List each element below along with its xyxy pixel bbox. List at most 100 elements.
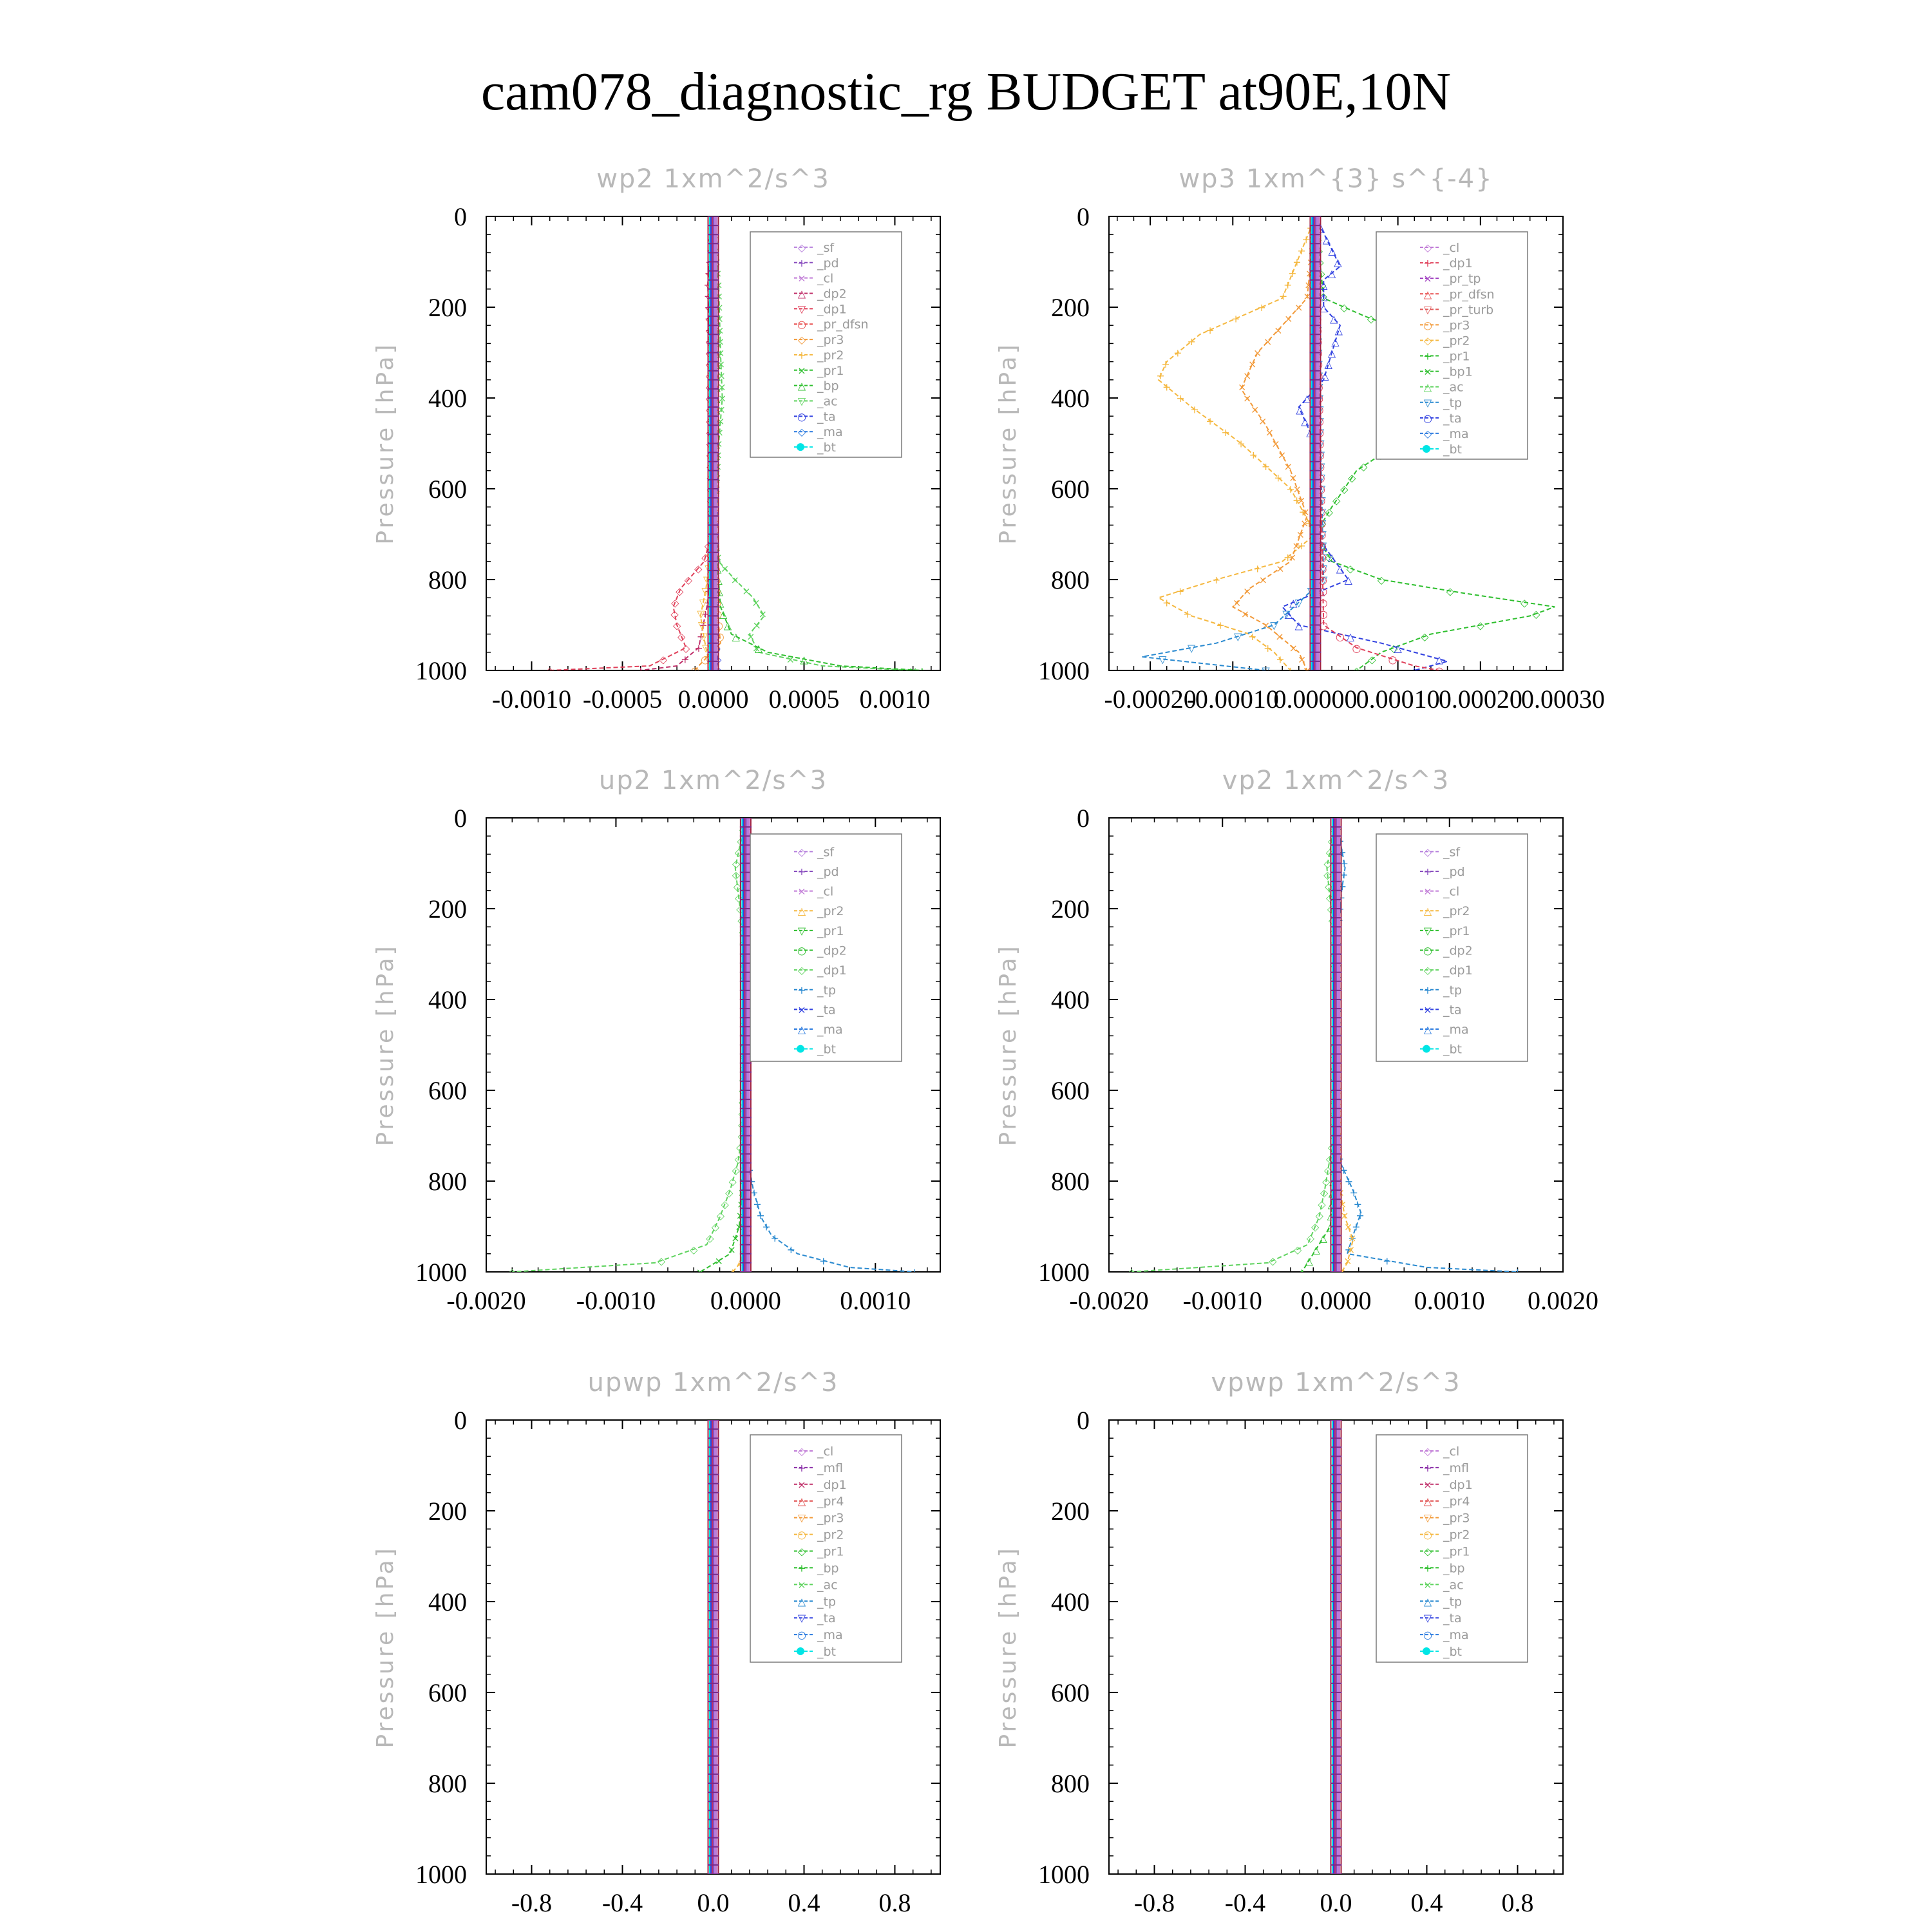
series-marker-ac: ◇	[1320, 1187, 1329, 1199]
series-marker-pr3: ×	[1283, 460, 1292, 473]
series-marker-dp1: ◇	[685, 574, 693, 586]
legend-label: _ta	[1443, 1003, 1462, 1017]
series-line-pr2	[1157, 216, 1316, 670]
series-marker-ac: ◇	[725, 1187, 734, 1199]
series-marker-ac: ◇	[732, 858, 741, 870]
y-tick-label: 400	[428, 1587, 467, 1616]
y-tick-label: 200	[428, 1497, 467, 1526]
series-marker-pr2: ▽	[699, 596, 708, 609]
series-line-bp	[1314, 216, 1555, 670]
series-marker-pr2: +	[1253, 562, 1262, 574]
legend-marker: ◇	[1424, 1445, 1432, 1457]
x-tick-label: -0.0020	[1069, 1286, 1148, 1315]
series-marker-pr2: +	[1249, 449, 1258, 461]
legend-marker: ▽	[798, 1612, 806, 1624]
legend-label: _pr1	[1443, 1545, 1470, 1559]
series-marker-tp: +	[1349, 1187, 1358, 1199]
y-tick-label: 400	[1051, 384, 1090, 413]
series-marker-bp: △	[800, 653, 808, 665]
x-tick-label: -0.00020	[1104, 685, 1196, 714]
legend-marker: ◇	[1424, 334, 1432, 346]
legend-label: _ma	[817, 1628, 843, 1642]
legend-marker: +	[797, 349, 806, 361]
series-marker-pr3: ×	[1248, 358, 1256, 370]
legend-label: _cl	[817, 885, 833, 899]
legend-marker	[1423, 1045, 1430, 1053]
series-marker-pr2: +	[1173, 347, 1182, 359]
series-marker-dp1: ◇	[670, 608, 679, 620]
legend-label: _pr2	[1443, 904, 1470, 918]
legend-label: _ac	[1443, 1578, 1464, 1592]
legend-box	[1376, 231, 1528, 460]
legend-label: _pr2	[817, 348, 844, 363]
x-tick-label: -0.00010	[1187, 685, 1279, 714]
legend-label: _ma	[1443, 1628, 1469, 1642]
y-tick-label: 1000	[1038, 1860, 1090, 1889]
series-marker-pr2: +	[1190, 404, 1198, 416]
legend-marker: ◇	[1424, 846, 1432, 858]
series-marker-pr2: +	[1162, 596, 1171, 609]
y-tick-label: 1000	[415, 1860, 467, 1889]
x-tick-label: 0.00000	[1273, 685, 1357, 714]
series-marker-pr3: ×	[1251, 404, 1259, 416]
y-tick-label: 1000	[415, 1258, 467, 1287]
legend-label: _mfl	[817, 1461, 843, 1475]
series-marker-pr1: △	[1305, 1255, 1313, 1267]
series-marker-ac: ×	[715, 426, 724, 439]
series-marker-ac: ×	[718, 392, 726, 404]
x-tick-label: -0.4	[602, 1888, 643, 1917]
y-tick-label: 1000	[1038, 1258, 1090, 1287]
legend-label: _pr1	[817, 924, 844, 938]
series-line-pr1	[699, 818, 748, 1272]
series-marker-ac: ◇	[721, 1198, 729, 1210]
legend-label: _sf	[817, 845, 835, 859]
series-marker-dp1: ◇	[682, 642, 690, 654]
y-tick-label: 600	[428, 1076, 467, 1105]
legend-label: _dp1	[1443, 963, 1473, 978]
series-marker-pr1: △	[1298, 1266, 1306, 1278]
plot-frame	[1108, 216, 1564, 671]
legend-label: _tp	[817, 1595, 836, 1609]
panels: wp2 1xm^2/s^3 Pressure [hPa] 0 200 400 600 800…	[372, 164, 1605, 1917]
series-marker-ac: ×	[717, 370, 725, 382]
y-tick-label: 600	[428, 475, 467, 504]
series-marker-ac: ◇	[706, 1232, 714, 1244]
series-marker-bp: ◇	[1421, 630, 1429, 643]
x-tick-label: -0.0010	[492, 685, 571, 714]
legend-marker: +	[797, 1562, 806, 1574]
series-marker-pr2: +	[1216, 620, 1224, 632]
series-marker-tp: +	[1513, 1266, 1522, 1278]
series-marker-pr3: ×	[1274, 324, 1282, 336]
legend-label: _cl	[1443, 241, 1459, 255]
series-marker-ta: △	[1328, 267, 1336, 279]
series-marker-ta: △	[1323, 233, 1331, 245]
series-marker-tp: +	[1383, 1255, 1391, 1267]
series-marker-ta: △	[1328, 347, 1336, 359]
series-line-tp	[744, 818, 914, 1272]
legend-label: _ac	[817, 1578, 838, 1592]
series-marker-dp1: ○	[1435, 665, 1444, 677]
series-marker-ac: ◇	[1322, 1175, 1331, 1188]
legend-marker: +	[797, 866, 806, 878]
series-marker-pr1: △	[1320, 1232, 1328, 1244]
series-marker-pr3: ×	[1243, 392, 1251, 404]
series-marker-ac: ◇	[732, 869, 741, 881]
series-marker-bp: △	[724, 620, 732, 632]
series-marker-pr2: ▽	[698, 620, 706, 632]
series-marker-ac: ◇	[734, 880, 742, 893]
series-marker-pr3: ×	[1301, 506, 1309, 518]
legend-label: _bp	[817, 379, 839, 393]
legend-marker: △	[1424, 288, 1432, 300]
legend-marker: ○	[797, 1529, 806, 1541]
series-marker-ac: ◇	[1311, 1221, 1320, 1233]
legend-label: _tp	[1443, 983, 1462, 998]
series-marker-ac: ◇	[1269, 1255, 1277, 1267]
series-marker-bp: ◇	[1325, 506, 1334, 518]
legend-label: _bt	[817, 1043, 836, 1057]
series-marker-dp2: +	[681, 653, 689, 665]
series-marker-pr2: ×	[1344, 1221, 1352, 1233]
series-marker-bp: ◇	[1477, 620, 1485, 632]
legend-marker: △	[798, 1495, 806, 1508]
series-marker-dp1: ○	[1319, 620, 1328, 632]
